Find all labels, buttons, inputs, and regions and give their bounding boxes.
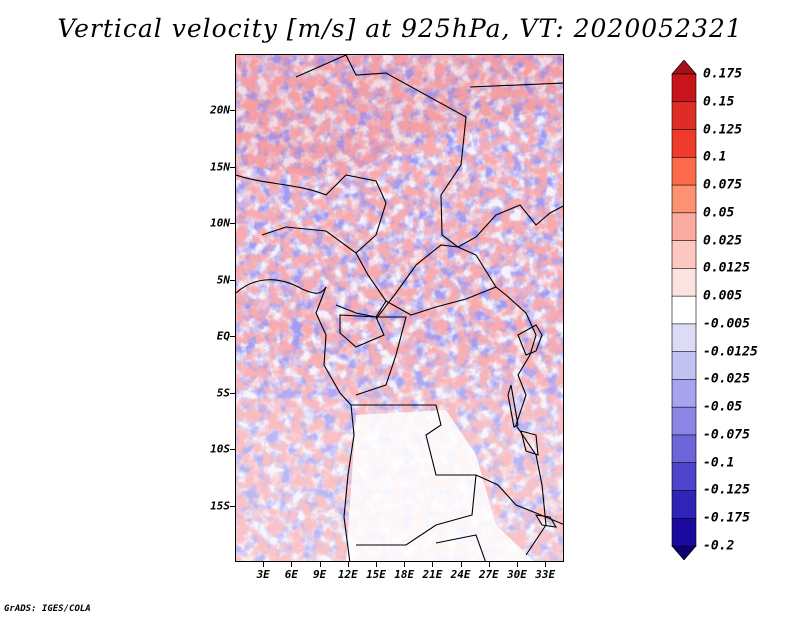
colorbar-bin <box>671 406 697 436</box>
colorbar-bin <box>671 73 697 103</box>
lon-tick-label: 30E <box>507 568 527 581</box>
coastline-borders <box>236 55 563 561</box>
colorbar-bin <box>671 268 697 297</box>
lon-tick <box>545 562 547 567</box>
lon-tick <box>432 562 434 567</box>
lat-tick-label: 10N <box>210 216 230 230</box>
colorbar-bin <box>671 240 697 270</box>
lon-tick-label: 3E <box>256 568 270 581</box>
lon-tick-label: 15E <box>366 568 386 581</box>
colorbar-bin <box>671 184 697 214</box>
lon-tick-label: 18E <box>394 568 415 581</box>
lat-tick <box>230 279 235 281</box>
lat-tick <box>230 110 235 112</box>
vertical-velocity-field <box>236 55 563 561</box>
lon-tick <box>488 562 490 567</box>
lat-tick <box>230 392 235 394</box>
colorbar-tick-label: -0.075 <box>703 427 750 443</box>
lon-tick <box>319 562 321 567</box>
colorbar-bin <box>671 462 697 492</box>
grads-credit: GrADS: IGES/COLA <box>4 604 91 614</box>
colorbar-bin <box>671 60 697 75</box>
lat-tick <box>230 166 235 168</box>
colorbar-tick-label: -0.2 <box>703 538 735 554</box>
colorbar-bin <box>671 156 697 186</box>
chart-title: Vertical velocity [m/s] at 925hPa, VT: 2… <box>57 14 743 43</box>
lon-tick-label: 24E <box>450 568 471 581</box>
colorbar-bin <box>671 545 697 560</box>
map-panel <box>235 54 564 562</box>
colorbar-tick-label: -0.1 <box>703 455 735 471</box>
lat-tick-label: 15N <box>210 160 230 174</box>
lon-tick-label: 33E <box>535 568 556 581</box>
colorbar-tick-label: 0.075 <box>703 177 743 193</box>
lon-tick-label: 6E <box>284 568 299 581</box>
lon-tick-label: 12E <box>337 568 358 581</box>
colorbar-tick-label: -0.05 <box>703 399 743 415</box>
colorbar-bin <box>671 212 697 242</box>
colorbar-tick-label: -0.005 <box>703 316 750 332</box>
lat-tick <box>230 223 235 225</box>
lat-tick <box>230 336 235 338</box>
lon-tick-label: 21E <box>422 568 443 581</box>
lon-tick <box>347 562 349 567</box>
colorbar-tick-label: -0.0125 <box>703 344 758 360</box>
lon-tick <box>517 562 518 567</box>
colorbar-bin <box>671 129 697 159</box>
colorbar-tick-label: -0.175 <box>703 510 750 526</box>
colorbar-bin <box>671 379 697 408</box>
lon-tick-label: 9E <box>312 568 327 581</box>
lon-tick <box>460 562 462 567</box>
lon-tick <box>376 562 377 567</box>
colorbar-tick-label: 0.175 <box>703 66 743 82</box>
lon-tick-label: 27E <box>478 568 499 581</box>
colorbar <box>671 60 697 560</box>
colorbar-tick-label: 0.1 <box>703 149 727 165</box>
colorbar-bin <box>671 101 697 131</box>
colorbar-bin <box>671 490 697 520</box>
lat-tick-label: EQ <box>216 329 230 343</box>
lat-tick-label: 15S <box>210 499 230 513</box>
colorbar-tick-label: 0.125 <box>703 122 743 138</box>
colorbar-bin <box>671 517 697 547</box>
colorbar-bin <box>671 434 697 464</box>
lat-tick-label: 10S <box>210 442 230 456</box>
lat-tick-label: 5N <box>216 273 230 287</box>
lat-tick <box>230 449 235 451</box>
colorbar-tick-label: -0.125 <box>703 482 750 498</box>
colorbar-bin <box>671 323 697 353</box>
lon-tick <box>263 562 265 567</box>
lat-tick-label: 20N <box>210 103 230 117</box>
colorbar-tick-label: 0.05 <box>703 205 735 221</box>
colorbar-tick-label: 0.0125 <box>703 260 750 276</box>
colorbar-tick-label: 0.15 <box>703 94 735 110</box>
lon-tick <box>291 562 293 567</box>
lat-tick <box>230 505 235 507</box>
colorbar-bin <box>671 351 697 381</box>
lat-tick-label: 5S <box>216 386 230 400</box>
colorbar-tick-label: -0.025 <box>703 371 750 387</box>
lon-tick <box>404 562 406 567</box>
colorbar-tick-label: 0.025 <box>703 233 743 249</box>
colorbar-tick-label: 0.005 <box>703 288 743 304</box>
colorbar-bin <box>671 295 697 325</box>
